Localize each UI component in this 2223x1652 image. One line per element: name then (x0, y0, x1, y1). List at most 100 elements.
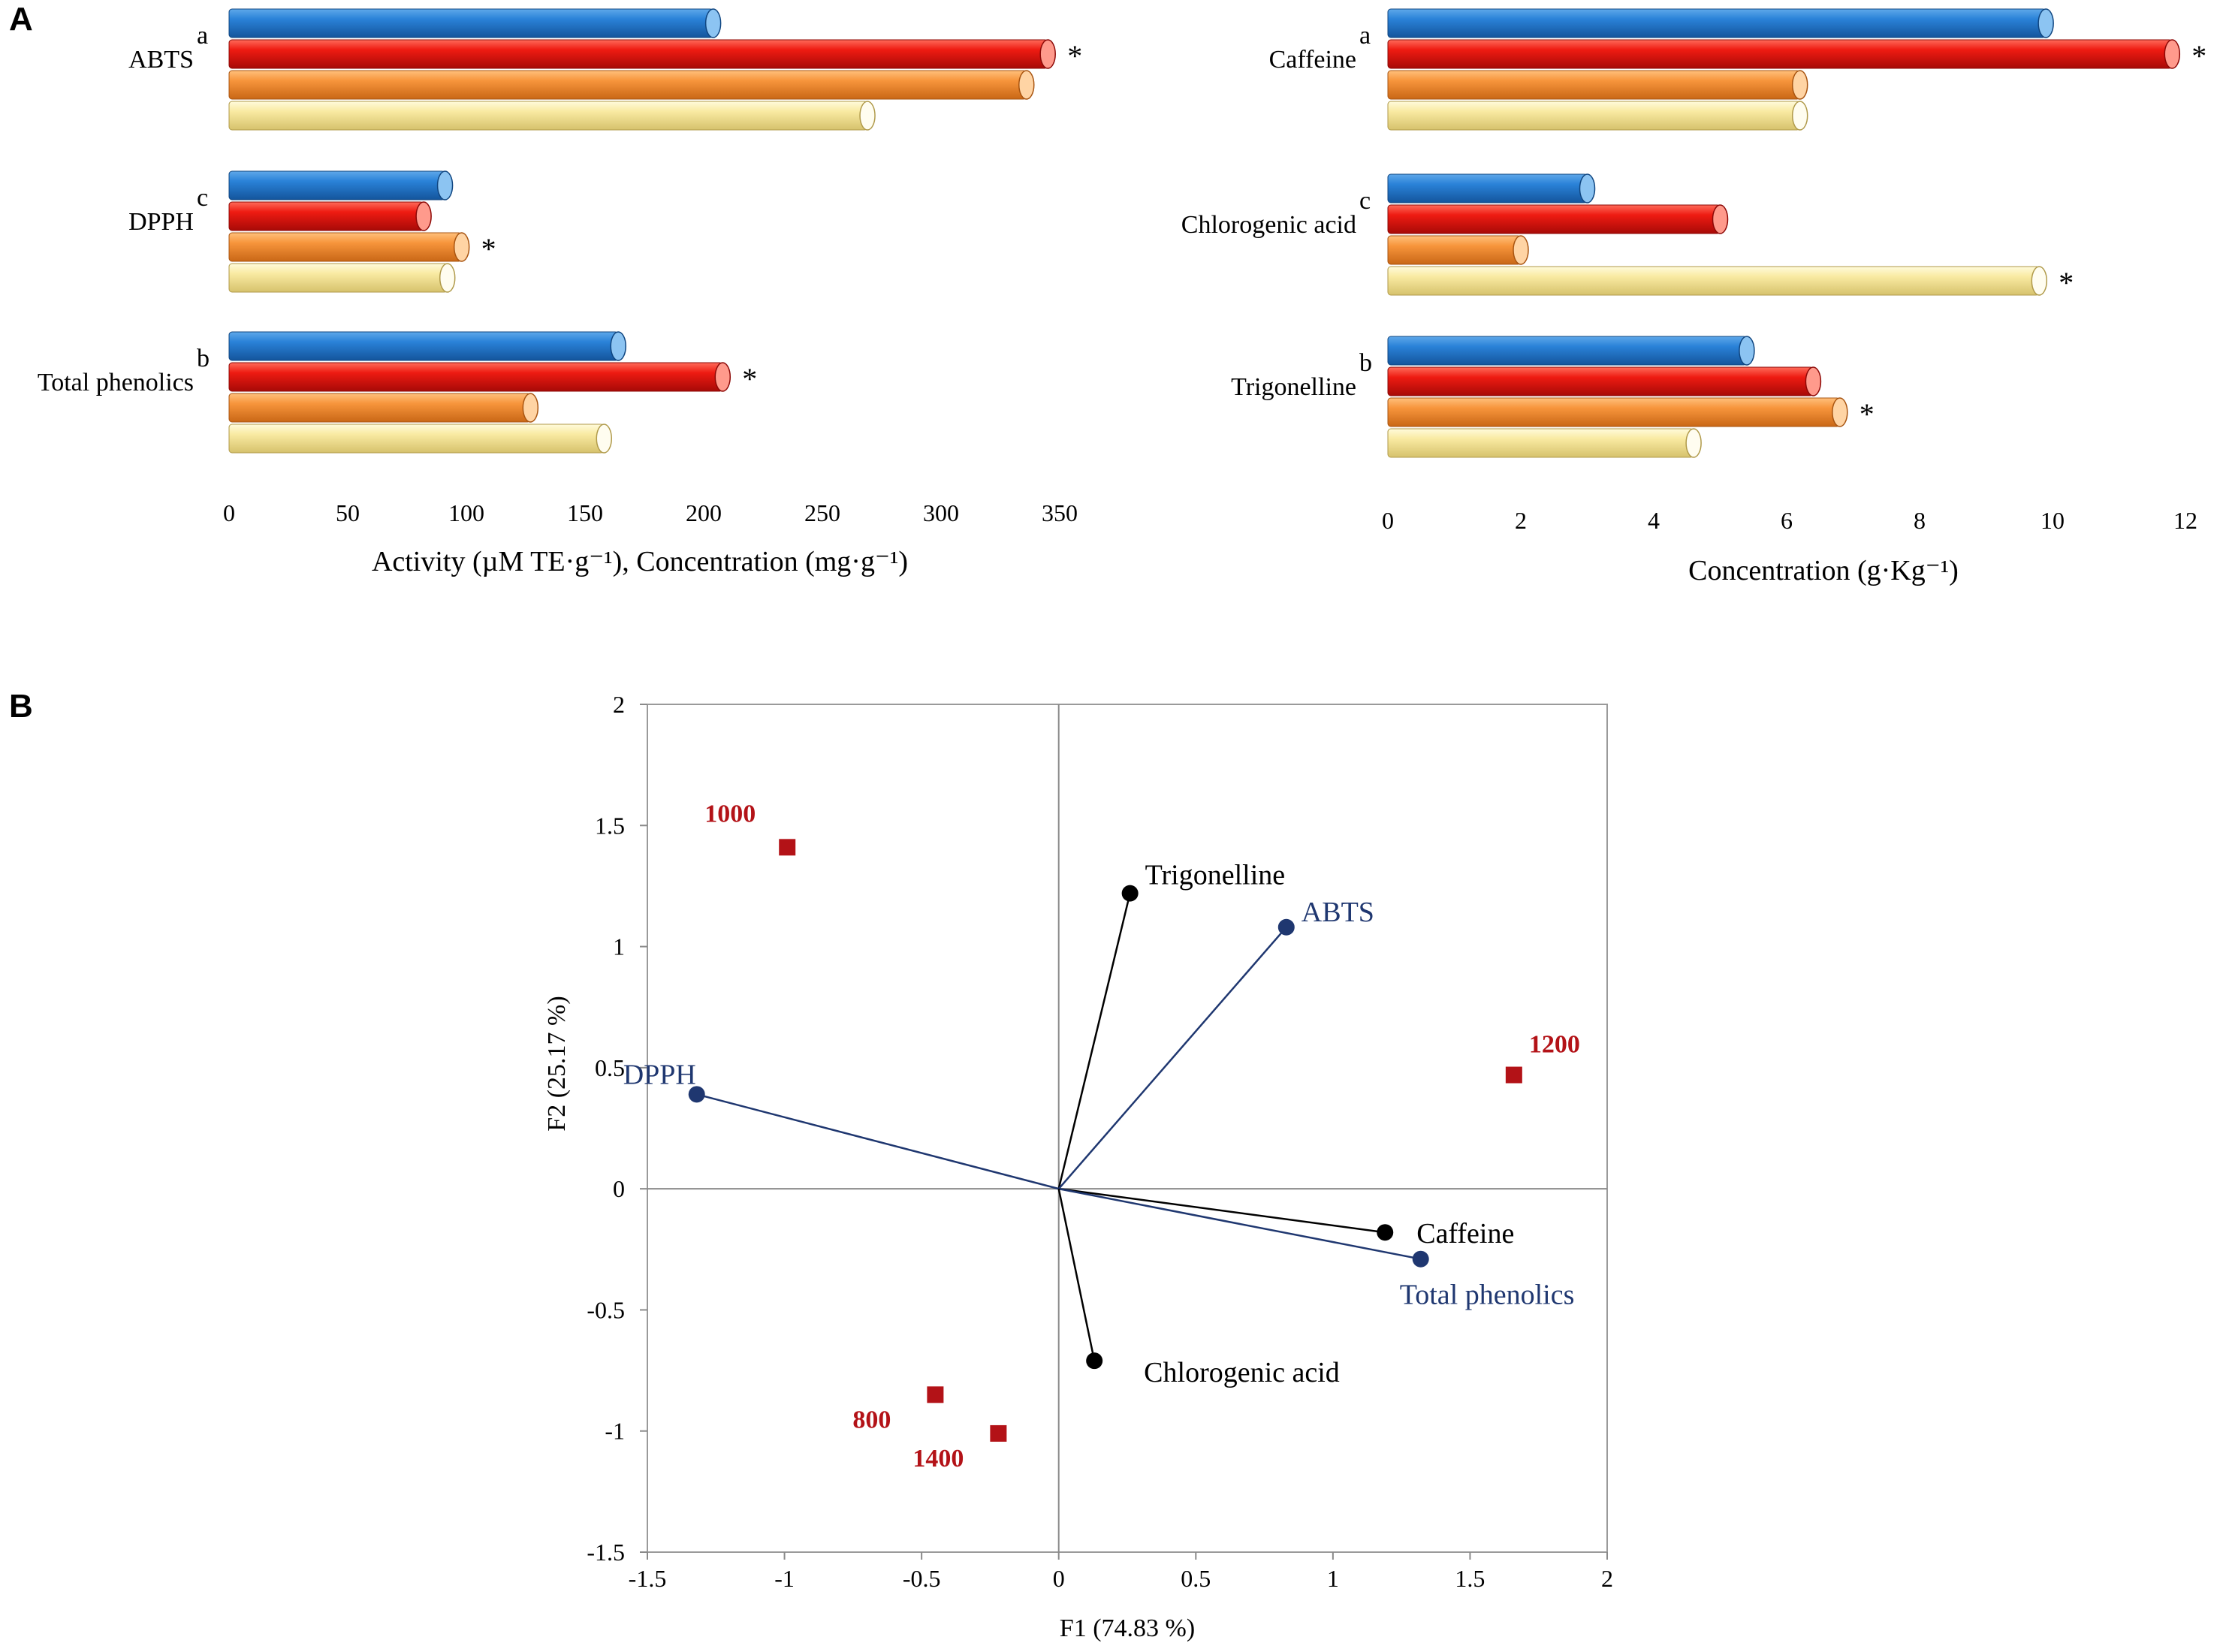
y-tick-label: -1.5 (587, 1539, 625, 1566)
asterisk-chlorogenic-acid: * (2059, 266, 2074, 300)
bar-trigonelline-s4-cap (1685, 428, 1702, 458)
x-tick-label: 200 (686, 499, 722, 526)
chart-b-pca: -1.5 -1 -0.5 0 0.5 1 1.5 2 -1.5 -1 -0.5 0 0.5 1 1.5 2 F1… (543, 691, 1613, 1642)
bar-chlorogenic-acid-s2-cap (1712, 204, 1729, 234)
category-label: Total phenolics (38, 369, 194, 396)
observation-1400-marker (990, 1424, 1007, 1442)
bar-total-phenolics-s3-body (228, 393, 531, 423)
bar-trigonelline-s2-body (1387, 366, 1814, 396)
x-tick-label: 1.5 (1455, 1565, 1485, 1592)
bar-chlorogenic-acid-s1-cap (1579, 173, 1596, 203)
vector-dpph-label: DPPH (623, 1059, 696, 1090)
x-tick-label: 2 (1601, 1565, 1613, 1592)
bar-total-phenolics-s3 (228, 393, 539, 423)
bar-total-phenolics-s3-cap (522, 393, 539, 423)
x-tick-label: 100 (448, 499, 484, 526)
bar-chlorogenic-acid-s4-body (1387, 266, 2040, 296)
asterisk-total-phenolics: * (742, 362, 757, 396)
bar-chlorogenic-acid-s3 (1387, 235, 1529, 265)
vector-chlorogenic-acid (1057, 1188, 1096, 1361)
bar-dpph-s2-cap (415, 201, 432, 231)
bar-total-phenolics-s2-cap (714, 362, 731, 392)
bar-abts-s3-cap (1018, 70, 1035, 100)
bar-caffeine-s1 (1387, 8, 2054, 38)
observation-800-marker (927, 1386, 944, 1403)
x-tick-label: 250 (804, 499, 840, 526)
bar-caffeine-s4 (1387, 101, 1808, 131)
x-tick-label: 10 (2041, 507, 2065, 534)
y-tick-label: 0.5 (595, 1054, 625, 1081)
significance-letter: a (1359, 22, 1371, 50)
bar-dpph-s3 (228, 232, 470, 262)
bar-abts-s3 (228, 70, 1035, 100)
vector-total-phenolics (1058, 1187, 1421, 1260)
bar-caffeine-s4-body (1387, 101, 1801, 131)
bar-abts-s4-cap (859, 101, 876, 131)
asterisk-abts: * (1067, 39, 1082, 73)
bar-abts-s4-body (228, 101, 868, 131)
x-tick-label: 2 (1515, 507, 1527, 534)
x-tick-label: 12 (2173, 507, 2197, 534)
bar-caffeine-s2-body (1387, 39, 2173, 69)
vector-dpph (696, 1093, 1060, 1190)
category-label: Chlorogenic acid (1181, 211, 1356, 239)
bar-trigonelline-s1-body (1387, 336, 1748, 366)
vector-abts (1057, 926, 1287, 1189)
asterisk-dpph: * (481, 232, 496, 266)
bar-dpph-s4 (228, 263, 456, 293)
bar-caffeine-s1-cap (2037, 8, 2054, 38)
panel-label-b: B (9, 688, 33, 725)
vector-caffeine-point (1377, 1224, 1394, 1241)
bar-caffeine-s1-body (1387, 8, 2047, 38)
bar-caffeine-s3-body (1387, 70, 1801, 100)
bar-caffeine-s2-cap (2164, 39, 2181, 69)
observation-1000-label: 1000 (704, 800, 756, 828)
x-tick-label: 8 (1914, 507, 1926, 534)
bar-caffeine-s3 (1387, 70, 1808, 100)
plot-frame (647, 704, 1608, 1553)
bar-abts-s2-cap (1039, 39, 1056, 69)
bar-dpph-s1 (228, 170, 454, 200)
bar-trigonelline-s4-body (1387, 428, 1694, 458)
vector-trigonelline-point (1121, 885, 1139, 902)
vector-chlorogenic-acid-point (1086, 1352, 1103, 1370)
x-tick-label: 150 (567, 499, 603, 526)
x-axis-title: Activity (µM TE·g⁻¹), Concentration (mg·… (372, 546, 908, 577)
bar-total-phenolics-s4-body (228, 424, 605, 454)
bar-dpph-s1-cap (436, 170, 454, 200)
x-axis-title: Concentration (g·Kg⁻¹) (1688, 555, 1959, 586)
x-tick-label: 4 (1648, 507, 1660, 534)
x-tick-label: 0 (1053, 1565, 1065, 1592)
category-label: Caffeine (1269, 46, 1356, 74)
significance-letter: b (197, 345, 210, 372)
x-axis-title: F1 (74.83 %) (1060, 1614, 1195, 1642)
vector-total-phenolics-point (1412, 1250, 1429, 1268)
x-tick-label: 350 (1042, 499, 1078, 526)
bar-total-phenolics-s1 (228, 331, 626, 361)
x-tick-label: -1.5 (629, 1565, 667, 1592)
bar-total-phenolics-s4 (228, 424, 613, 454)
y-tick-label: -0.5 (587, 1296, 625, 1323)
bar-chlorogenic-acid-s4 (1387, 266, 2048, 296)
bar-total-phenolics-s2 (228, 362, 731, 392)
panel-label-a: A (9, 1, 33, 38)
bar-trigonelline-s3 (1387, 397, 1848, 427)
observation-800-label: 800 (852, 1406, 891, 1433)
bar-chlorogenic-acid-s2 (1387, 204, 1729, 234)
bar-chlorogenic-acid-s2-body (1387, 204, 1721, 234)
bar-trigonelline-s3-body (1387, 397, 1841, 427)
bar-dpph-s3-cap (453, 232, 470, 262)
bar-abts-s2 (228, 39, 1056, 69)
bar-abts-s3-body (228, 70, 1027, 100)
bar-dpph-s1-body (228, 170, 446, 200)
x-tick-label: -1 (774, 1565, 795, 1592)
bar-caffeine-s3-cap (1791, 70, 1808, 100)
bar-chlorogenic-acid-s1 (1387, 173, 1596, 203)
significance-letter: c (197, 184, 208, 212)
y-tick-label: 1.5 (595, 812, 625, 839)
bar-abts-s2-body (228, 39, 1048, 69)
vector-caffeine-label: Caffeine (1416, 1218, 1514, 1250)
